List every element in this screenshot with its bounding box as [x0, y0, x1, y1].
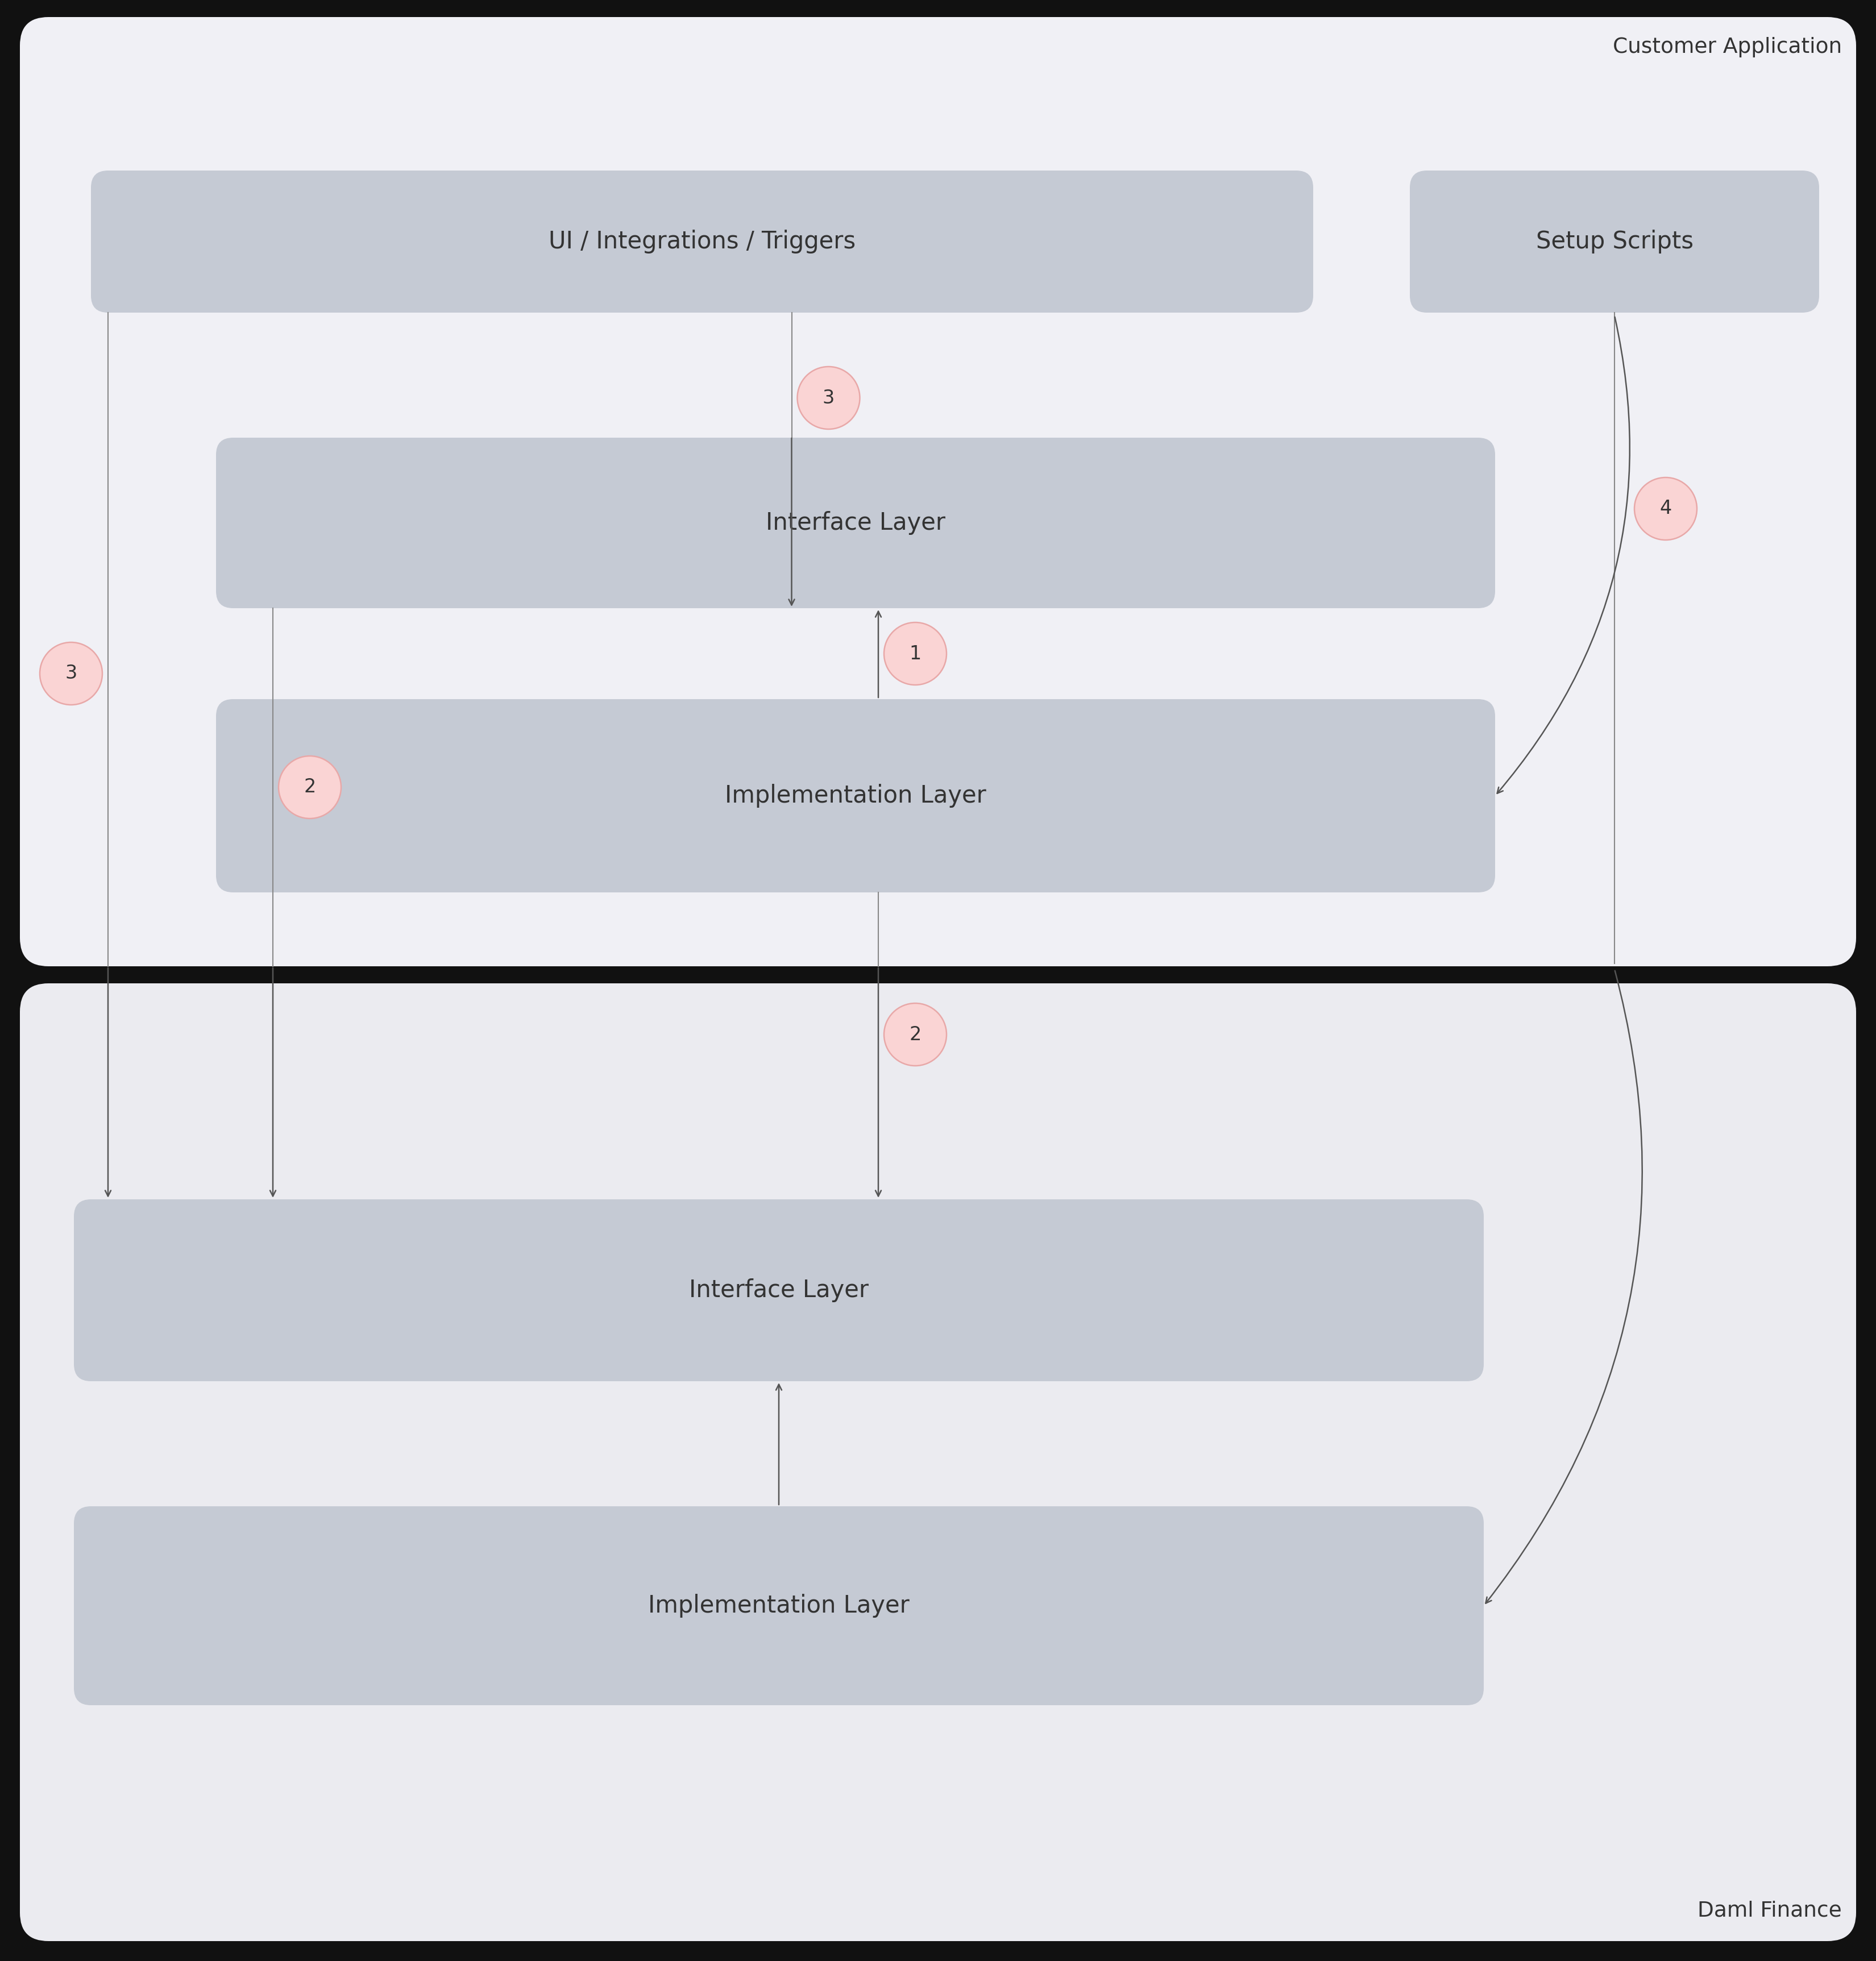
- Text: 2: 2: [304, 779, 315, 796]
- Text: 2: 2: [910, 1026, 921, 1043]
- Text: Daml Finance: Daml Finance: [1698, 1900, 1842, 1922]
- Circle shape: [884, 622, 947, 684]
- Text: 3: 3: [822, 388, 835, 408]
- FancyBboxPatch shape: [1411, 171, 1820, 312]
- Text: Customer Application: Customer Application: [1613, 37, 1842, 57]
- Text: 1: 1: [910, 645, 921, 663]
- FancyBboxPatch shape: [21, 18, 1855, 967]
- Text: Implementation Layer: Implementation Layer: [724, 784, 987, 808]
- Circle shape: [797, 367, 859, 429]
- Circle shape: [884, 1004, 947, 1065]
- FancyBboxPatch shape: [73, 1506, 1484, 1706]
- FancyBboxPatch shape: [21, 982, 1855, 1941]
- Text: Implementation Layer: Implementation Layer: [647, 1594, 910, 1618]
- Text: 3: 3: [66, 665, 77, 682]
- Circle shape: [39, 643, 103, 704]
- FancyBboxPatch shape: [90, 171, 1313, 312]
- Text: Interface Layer: Interface Layer: [688, 1279, 869, 1302]
- Text: 4: 4: [1660, 500, 1672, 518]
- FancyBboxPatch shape: [216, 437, 1495, 608]
- FancyBboxPatch shape: [73, 1200, 1484, 1381]
- Circle shape: [1634, 477, 1698, 539]
- Text: Interface Layer: Interface Layer: [765, 512, 946, 535]
- Text: UI / Integrations / Triggers: UI / Integrations / Triggers: [548, 229, 855, 253]
- Text: Setup Scripts: Setup Scripts: [1536, 229, 1694, 253]
- FancyBboxPatch shape: [216, 700, 1495, 892]
- Circle shape: [278, 757, 341, 818]
